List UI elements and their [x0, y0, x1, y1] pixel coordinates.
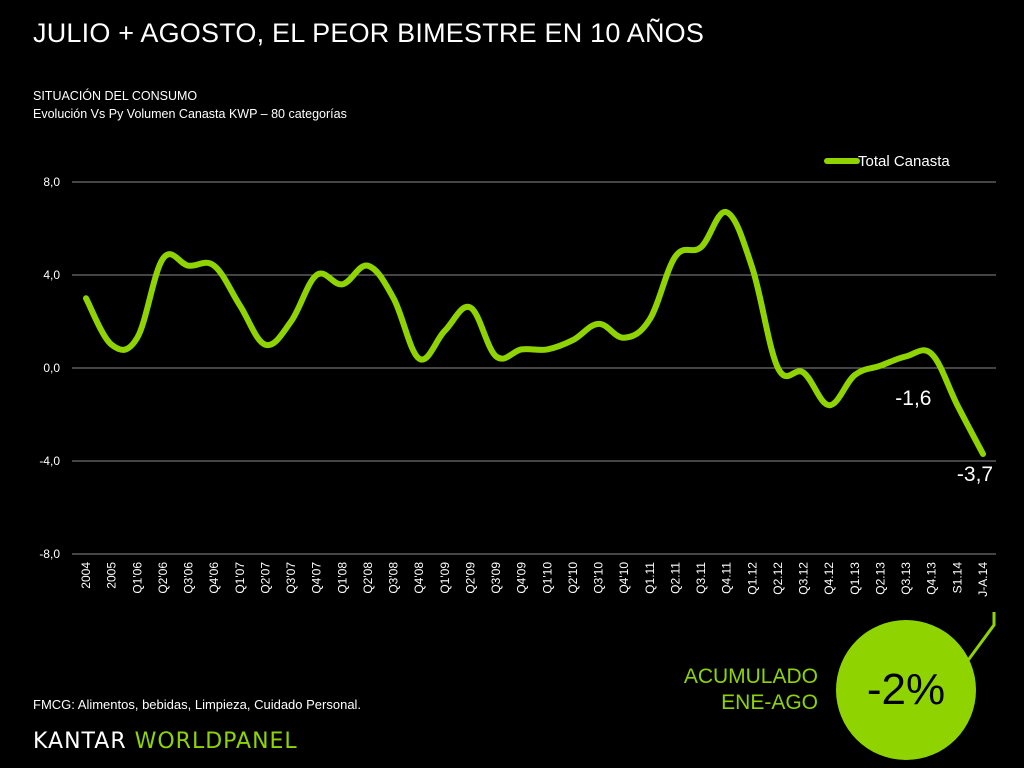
- footnote: FMCG: Alimentos, bebidas, Limpieza, Cuid…: [33, 697, 362, 712]
- acumulado-label: ACUMULADO ENE-AGO: [684, 664, 818, 716]
- x-tick-label: Q1.11: [643, 562, 657, 594]
- y-tick-label: -4,0: [39, 454, 60, 468]
- x-tick-label: Q2.12: [771, 562, 785, 595]
- x-tick-label: Q2'06: [156, 562, 170, 594]
- subtitle-situacion: SITUACIÓN DEL CONSUMO: [33, 89, 198, 103]
- x-tick-label: Q4'10: [617, 562, 631, 594]
- kantar-worldpanel-logo: KANTAR WORLDPANEL: [33, 729, 298, 754]
- x-tick-label: Q3'08: [387, 562, 401, 594]
- x-tick-label: Q1'08: [335, 562, 349, 594]
- logo-kantar: KANTAR: [33, 729, 135, 754]
- subtitle-evolucion: Evolución Vs Py Volumen Canasta KWP – 80…: [33, 107, 347, 121]
- x-tick-label: Q3.11: [694, 562, 708, 594]
- y-tick-label: 8,0: [43, 175, 60, 189]
- x-tick-label: Q4.13: [925, 562, 939, 595]
- x-tick-label: Q2'08: [361, 562, 375, 594]
- x-tick-label: Q3'06: [182, 562, 196, 594]
- x-tick-label: Q3.13: [899, 562, 913, 595]
- summary-value: -2%: [866, 665, 946, 714]
- x-tick-label: Q3'07: [284, 562, 298, 594]
- page-title: JULIO + AGOSTO, EL PEOR BIMESTRE EN 10 A…: [33, 18, 705, 48]
- x-tick-label: Q3'09: [489, 562, 503, 594]
- x-tick-label: S1.14: [950, 562, 964, 594]
- y-tick-label: 0,0: [43, 361, 60, 375]
- x-tick-label: Q4'07: [310, 562, 324, 594]
- x-tick-label: Q1'10: [540, 562, 554, 594]
- x-tick-label: Q2.11: [668, 562, 682, 594]
- x-tick-label: Q2'10: [566, 562, 580, 594]
- y-tick-label: 4,0: [43, 268, 60, 282]
- x-tick-label: Q4'06: [207, 562, 221, 594]
- x-tick-label: Q1'06: [130, 562, 144, 594]
- x-tick-label: Q1'07: [233, 562, 247, 594]
- legend-label: Total Canasta: [858, 153, 950, 170]
- series-line-total-canasta: [83, 209, 986, 458]
- x-tick-label: Q3'10: [592, 562, 606, 594]
- x-tick-label: Q4.12: [822, 562, 836, 595]
- x-tick-label: Q4'08: [412, 562, 426, 594]
- x-tick-label: Q2'09: [463, 562, 477, 594]
- x-tick-label: Q3.12: [797, 562, 811, 595]
- x-tick-label: J-A.14: [976, 562, 990, 597]
- y-tick-label: -8,0: [39, 547, 60, 561]
- x-tick-label: Q1'09: [438, 562, 452, 594]
- x-tick-label: 2005: [105, 562, 119, 589]
- data-label: -3,7: [957, 463, 993, 486]
- x-tick-label: 2004: [79, 562, 93, 589]
- logo-worldpanel: WORLDPANEL: [134, 729, 298, 754]
- x-tick-label: Q1.13: [848, 562, 862, 595]
- x-tick-label: Q4.11: [720, 562, 734, 594]
- acumulado-line2: ENE-AGO: [721, 691, 818, 714]
- summary-circle: -2%: [836, 620, 976, 760]
- x-tick-label: Q1.12: [745, 562, 759, 595]
- acumulado-line1: ACUMULADO: [683, 665, 818, 688]
- x-tick-label: Q4'09: [515, 562, 529, 594]
- x-tick-label: Q2'07: [258, 562, 272, 594]
- x-tick-label: Q2.13: [873, 562, 887, 595]
- data-label: -1,6: [895, 387, 931, 410]
